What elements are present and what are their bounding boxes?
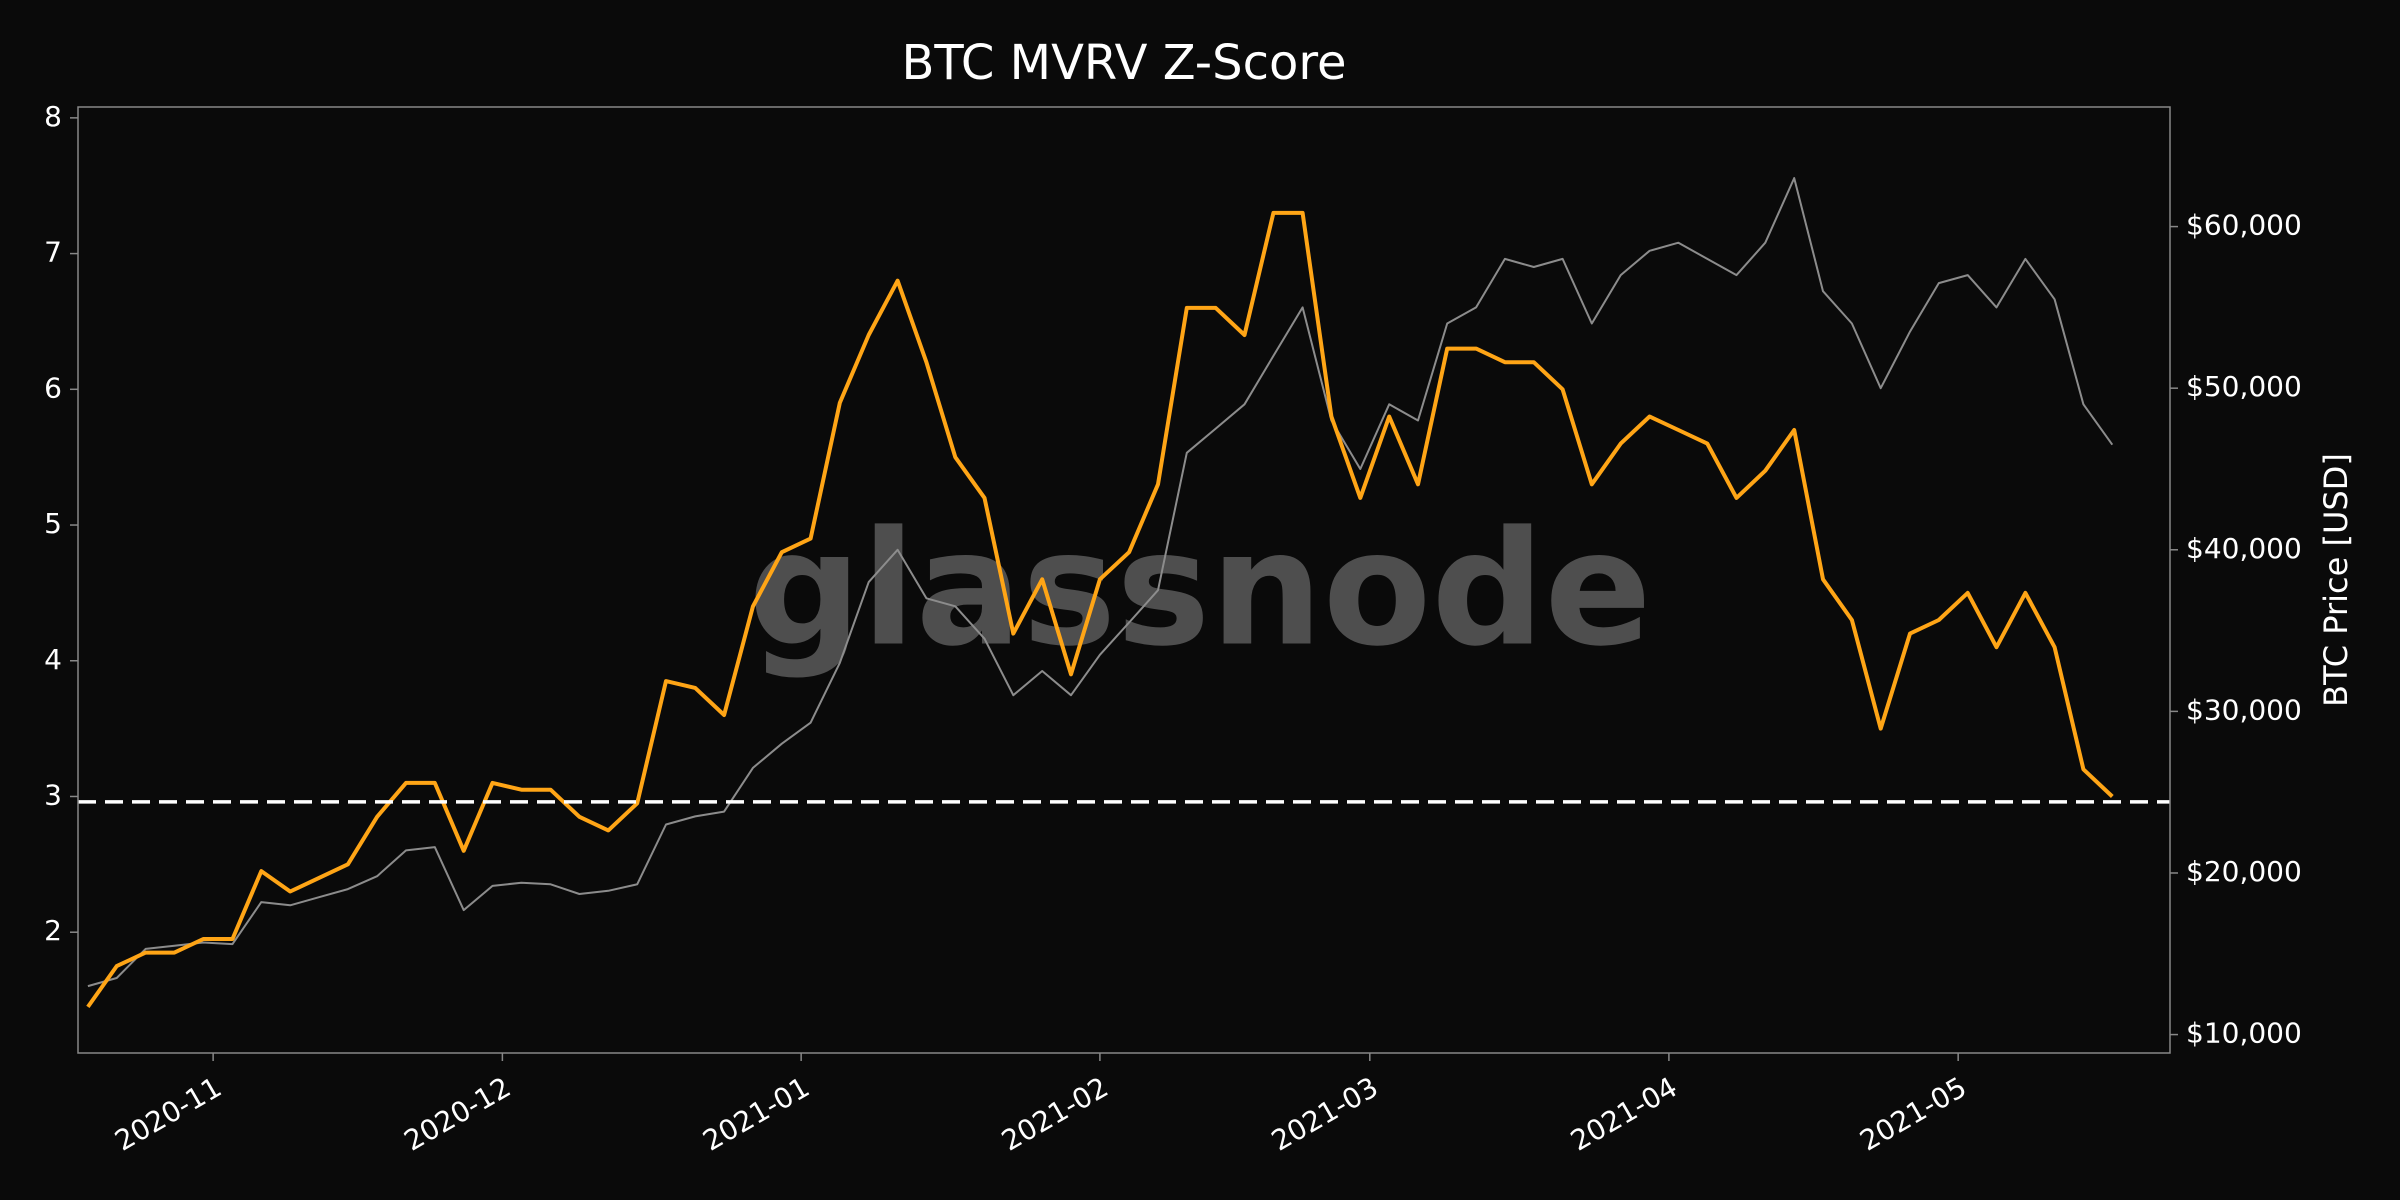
- y-tick-label: 7: [44, 236, 62, 269]
- y2-tick-label: $10,000: [2186, 1017, 2302, 1050]
- y2-tick-label: $20,000: [2186, 855, 2302, 888]
- y-tick-label: 2: [44, 914, 62, 947]
- y-tick-label: 8: [44, 100, 62, 133]
- y2-axis-label: BTC Price [USD]: [2317, 453, 2355, 707]
- y-tick-label: 6: [44, 371, 62, 404]
- mvrv-line: [86, 210, 2114, 1009]
- y-tick-label: 3: [44, 778, 62, 811]
- y2-tick-label: $50,000: [2186, 370, 2302, 403]
- watermark: glassnode: [748, 497, 1651, 681]
- price-line: [87, 177, 2114, 988]
- y2-tick-label: $30,000: [2186, 693, 2302, 726]
- y-tick-label: 4: [44, 643, 62, 676]
- chart-title: BTC MVRV Z-Score: [901, 35, 1346, 91]
- y2-tick-label: $40,000: [2186, 532, 2302, 565]
- plot-frame: [77, 106, 2171, 1054]
- y-tick-label: 5: [44, 507, 62, 540]
- y2-tick-label: $60,000: [2186, 209, 2302, 242]
